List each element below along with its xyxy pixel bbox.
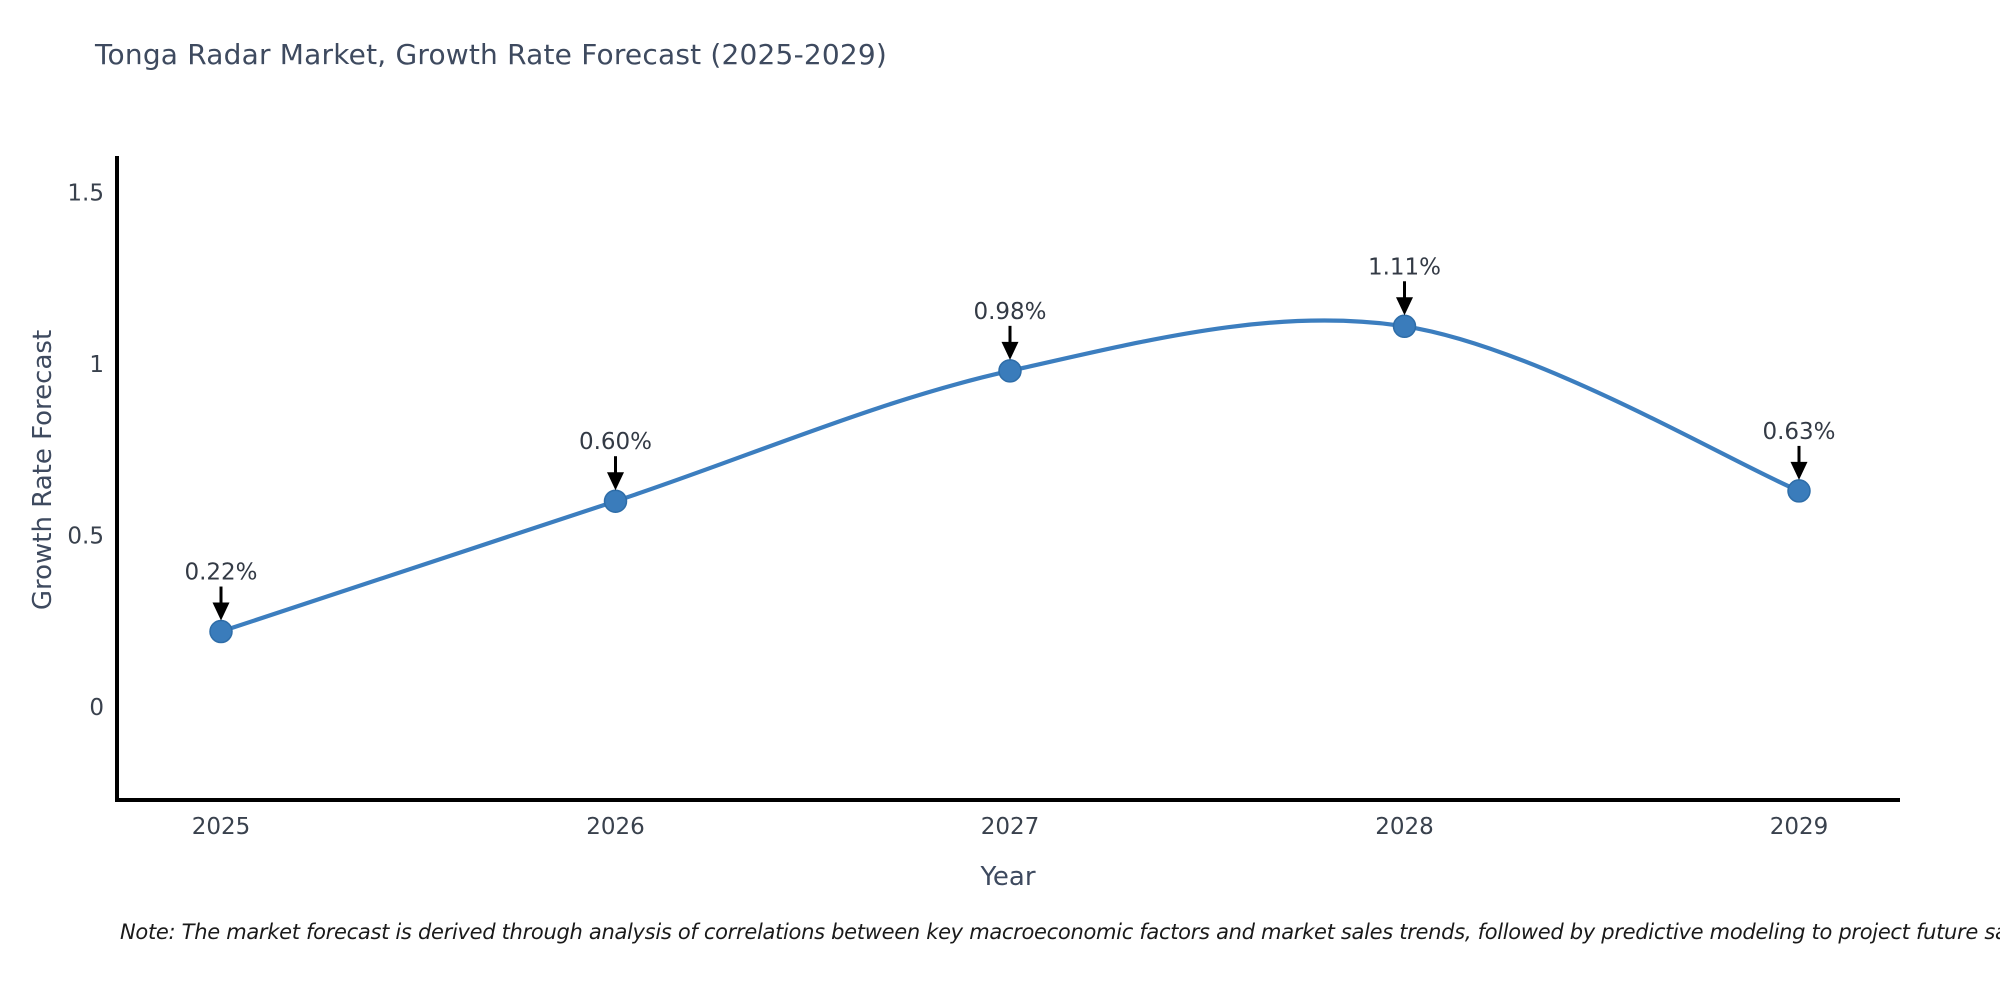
x-tick-label: 2026 (586, 814, 645, 840)
x-tick-label: 2028 (1375, 814, 1434, 840)
annotation-label: 0.63% (1762, 419, 1835, 445)
x-axis-title: Year (980, 862, 1036, 892)
footnote: Note: The market forecast is derived thr… (120, 920, 2000, 944)
data-point-marker (603, 489, 628, 513)
y-tick-label: 1 (89, 352, 104, 378)
x-tick-label: 2025 (192, 814, 251, 840)
y-tick-label: 1.5 (67, 181, 104, 207)
annotation-label: 1.11% (1368, 254, 1441, 280)
y-tick-label: 0 (89, 695, 104, 721)
x-tick-label: 2029 (1770, 814, 1829, 840)
data-point-marker (1392, 314, 1417, 339)
x-tick-label: 2027 (981, 814, 1040, 840)
annotation-arrowhead (1396, 297, 1413, 316)
annotation-label: 0.60% (579, 429, 652, 455)
chart-title: Tonga Radar Market, Growth Rate Forecast… (95, 38, 888, 71)
y-tick-label: 0.5 (67, 524, 104, 550)
annotation-arrowhead (1001, 341, 1019, 360)
annotation-arrowhead (212, 602, 230, 621)
annotation-arrowhead (1790, 461, 1808, 480)
annotation-arrowhead (607, 472, 624, 491)
data-point-marker (209, 619, 233, 644)
y-axis-title: Growth Rate Forecast (28, 329, 58, 611)
data-point-marker (998, 359, 1022, 383)
annotation-label: 0.22% (184, 560, 257, 586)
data-point-marker (1787, 479, 1811, 503)
annotation-label: 0.98% (973, 299, 1046, 325)
